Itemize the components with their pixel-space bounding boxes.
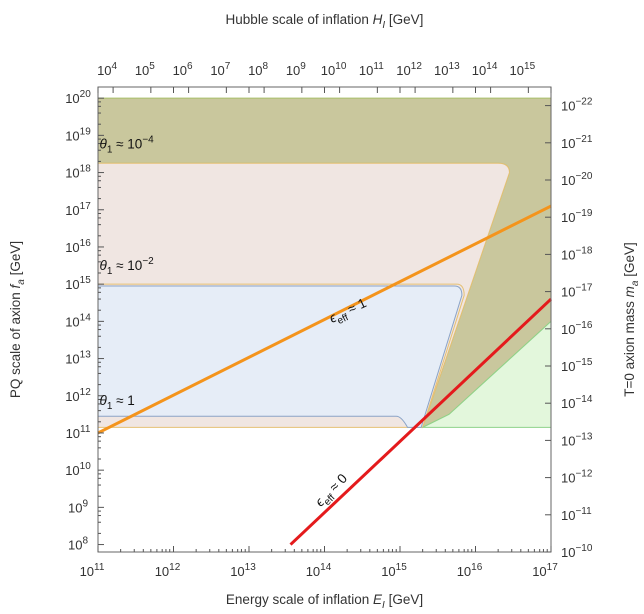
region-theta-1e-2 [98,283,465,428]
x2-tick-label: 105 [135,61,155,78]
y-tick-label: 1017 [65,201,91,218]
x2-axis-title: Hubble scale of inflation HI [GeV] [226,12,424,31]
x2-tick-label: 1012 [396,61,422,78]
regions [97,97,552,429]
y-tick-label: 1010 [65,461,91,478]
y2-tick-label: 10−15 [561,357,593,374]
y2-tick-label: 10−10 [561,543,593,560]
y2-tick-label: 10−19 [561,208,593,225]
annot-theta-1: θ1 ≈ 1 [100,393,135,412]
x-tick-label: 1011 [80,562,105,579]
x2-tick-label: 107 [210,61,230,78]
y-tick-label: 1020 [65,89,91,106]
y2-tick-label: 10−11 [561,506,592,523]
x2-tick-label: 1015 [510,61,536,78]
x2-tick-label: 1013 [434,61,460,78]
x-tick-label: 1016 [457,562,483,579]
y-tick-label: 1019 [65,126,91,143]
x2-tick-label: 106 [173,61,193,78]
y2-tick-label: 10−22 [561,97,593,114]
x2-tick-label: 104 [97,61,117,78]
x2-tick-label: 108 [248,61,268,78]
x2-tick-label: 1014 [472,61,498,78]
y-tick-label: 1015 [65,275,91,292]
y-tick-label: 1014 [65,312,91,329]
annot-eps-eff-1: ϵeff ≈ 1 [327,295,371,329]
x-tick-label: 1017 [532,562,558,579]
x2-tick-label: 109 [286,61,306,78]
y-tick-label: 109 [68,498,88,515]
y2-tick-label: 10−20 [561,171,593,188]
y-tick-label: 1012 [65,387,91,404]
y-tick-label: 1016 [65,238,91,255]
annot-theta-1e-4: θ1 ≈ 10−4 [100,134,155,155]
x-tick-label: 1015 [381,562,407,579]
x-tick-label: 1014 [306,562,332,579]
y2-tick-label: 10−12 [561,469,593,486]
y-tick-label: 1011 [66,424,91,441]
y2-axis-title: T=0 axion mass ma [GeV] [622,242,641,397]
x-tick-label: 1013 [230,562,256,579]
x-tick-label: 1012 [155,562,181,579]
y2-tick-label: 10−17 [561,283,593,300]
axis-titles: Energy scale of inflation EI [GeV] Hubble… [8,12,641,611]
y-axis-title: PQ scale of axion fa [GeV] [8,241,27,398]
lines [97,204,553,546]
ticks: 1011 1012 1013 1014 1015 1016 1017 108 109 1010 10… [65,61,593,579]
x2-tick-label: 1011 [359,61,384,78]
y2-tick-label: 10−13 [561,431,593,448]
annot-theta-1e-2: θ1 ≈ 10−2 [100,256,155,277]
y2-tick-label: 10−16 [561,320,593,337]
y-tick-label: 108 [68,536,88,553]
y2-tick-label: 10−21 [561,134,593,151]
y-tick-label: 1013 [65,350,91,367]
y2-tick-label: 10−14 [561,394,593,411]
y2-tick-label: 10−18 [561,245,593,262]
x2-tick-label: 1010 [321,61,347,78]
y-tick-label: 1018 [65,164,91,181]
line-eps-eff-0 [289,297,553,546]
x-axis-title: Energy scale of inflation EI [GeV] [226,592,423,611]
line-eps-eff-1 [97,204,552,435]
